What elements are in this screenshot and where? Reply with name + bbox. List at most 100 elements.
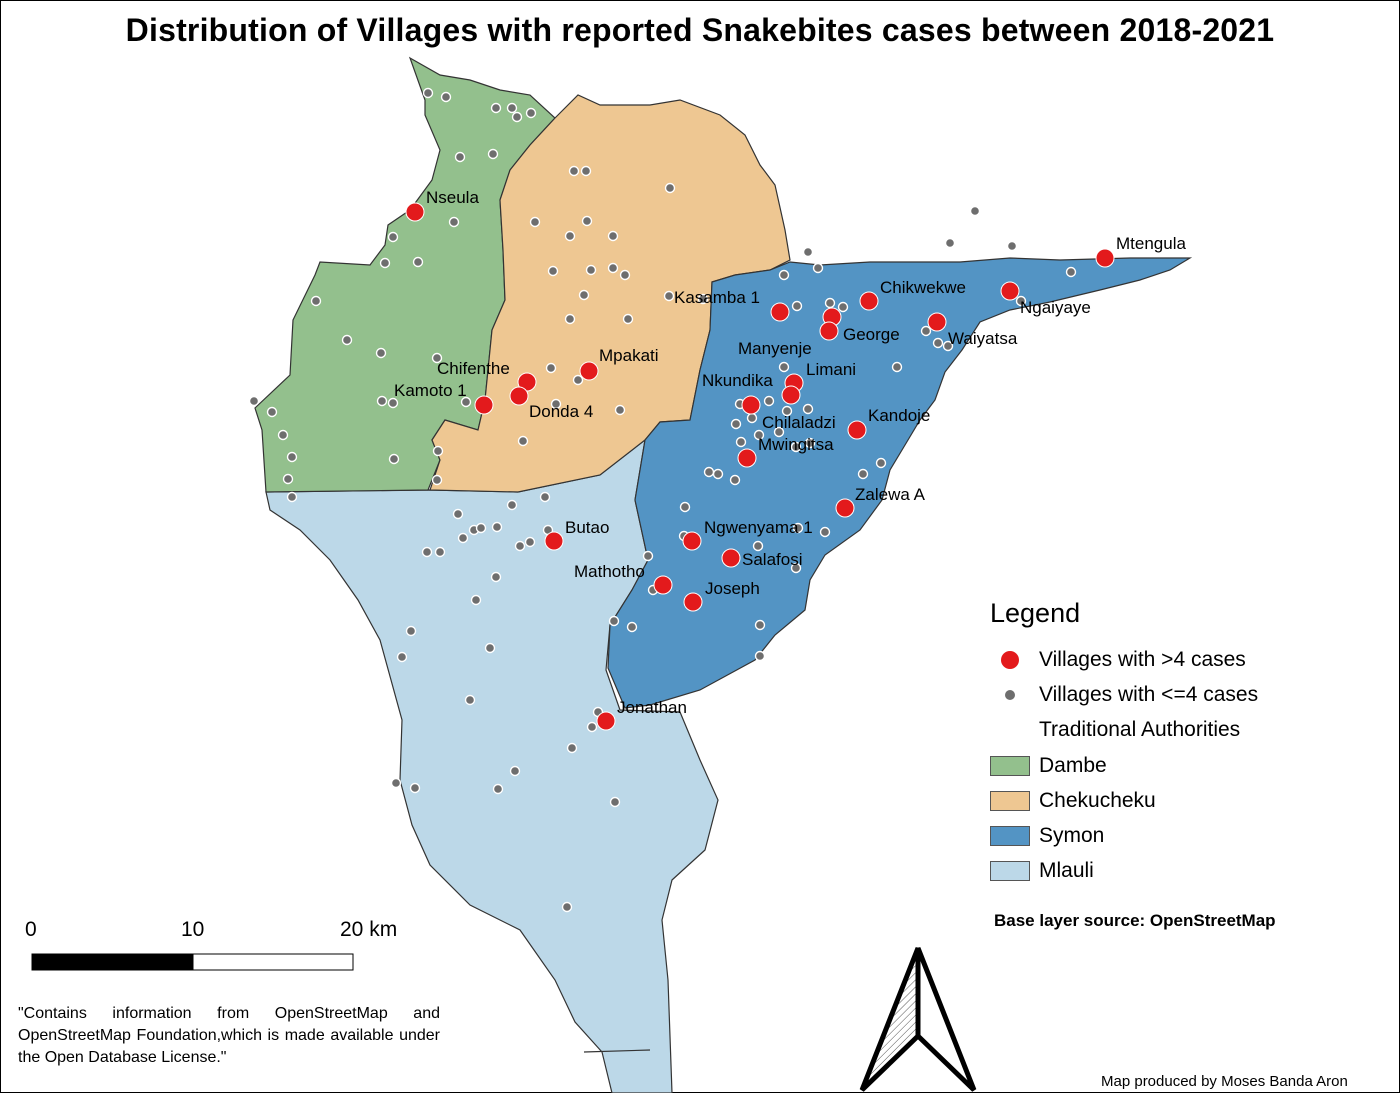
village-low-dot (452, 508, 464, 520)
village-low-dot (607, 230, 619, 242)
village-label: Donda 4 (529, 402, 593, 421)
village-high-dot (819, 321, 839, 341)
village-label: Butao (565, 518, 609, 537)
village-low-dot (310, 295, 322, 307)
village-label: Manyenje (738, 339, 812, 358)
village-low-dot (932, 337, 944, 349)
osm-attribution: "Contains information from OpenStreetMap… (18, 1005, 440, 1066)
mlauli-swatch (990, 861, 1030, 882)
village-low-dot (517, 435, 529, 447)
village-high-dot (509, 386, 529, 406)
village-low-dot (509, 765, 521, 777)
village-low-dot (752, 540, 764, 552)
village-high-dot (596, 711, 616, 731)
village-label: Mwingitsa (758, 435, 834, 454)
village-low-dot (607, 262, 619, 274)
village-low-dot (626, 621, 638, 633)
village-low-dot (387, 231, 399, 243)
village-low-dot (286, 451, 298, 463)
legend-item-high-cases: Villages with >4 cases (990, 642, 1320, 677)
village-low-dot (790, 562, 802, 574)
village-label: Mtengula (1116, 234, 1186, 253)
village-low-dot (622, 313, 634, 325)
village-low-dot (470, 594, 482, 606)
legend-label: Symon (1039, 824, 1105, 848)
village-low-dot (730, 418, 742, 430)
village-low-dot (564, 230, 576, 242)
village-low-dot (609, 796, 621, 808)
large-villages-layer (405, 202, 1115, 731)
map-title: Distribution of Villages with reported S… (125, 12, 1275, 48)
village-low-dot (390, 777, 402, 789)
legend-item-traditional-authorities: Traditional Authorities (990, 713, 1320, 748)
village-high-dot (653, 575, 673, 595)
symon-swatch (990, 826, 1030, 847)
village-low-dot (778, 361, 790, 373)
village-low-dot (857, 468, 869, 480)
legend-label: Dambe (1039, 753, 1107, 777)
legend-item-symon: Symon (990, 818, 1320, 853)
village-high-dot (770, 302, 790, 322)
village-label: Mathotho (574, 562, 645, 581)
village-low-dot (608, 615, 620, 627)
village-low-dot (457, 532, 469, 544)
village-label: George (843, 325, 900, 344)
scale-label-0: 0 (25, 918, 37, 941)
village-low-dot (819, 526, 831, 538)
village-label: Salafosi (742, 550, 802, 569)
village-low-dot (490, 102, 502, 114)
north-arrow-icon (859, 947, 977, 1092)
scale-label-10: 10 (181, 918, 205, 941)
village-low-dot (804, 437, 816, 449)
village-label: Waiyatsa (948, 329, 1018, 348)
village-low-dot (409, 782, 421, 794)
village-label: Limani (806, 360, 856, 379)
village-low-dot (891, 361, 903, 373)
village-low-dot (506, 499, 518, 511)
village-low-dot (405, 625, 417, 637)
village-high-dot (405, 202, 425, 222)
village-low-dot (619, 269, 631, 281)
village-low-dot (792, 522, 804, 534)
village-high-dot (682, 531, 702, 551)
village-low-dot (754, 619, 766, 631)
village-low-dot (1065, 266, 1077, 278)
village-low-dot (824, 297, 836, 309)
village-high-dot (579, 361, 599, 381)
village-low-dot (614, 404, 626, 416)
village-low-dot (837, 301, 849, 313)
village-low-dot (773, 426, 785, 438)
village-low-dot (697, 293, 709, 305)
village-low-dot (448, 216, 460, 228)
village-low-dot (781, 405, 793, 417)
village-high-dot (544, 531, 564, 551)
village-label: Chilaladzi (762, 413, 836, 432)
village-low-dot (432, 445, 444, 457)
village-low-dot (539, 491, 551, 503)
village-label: Kandoje (868, 406, 930, 425)
village-low-dot (487, 148, 499, 160)
village-low-dot (663, 290, 675, 302)
village-high-dot (1000, 281, 1020, 301)
scale-label-20: 20 km (340, 918, 398, 941)
village-low-dot (492, 783, 504, 795)
village-high-dot (737, 448, 757, 468)
grey-dot-icon (1005, 689, 1015, 700)
village-low-dot (1015, 295, 1027, 307)
village-low-dot (248, 395, 260, 407)
village-label: Chifenthe (437, 359, 510, 378)
village-low-dot (920, 325, 932, 337)
village-low-dot (440, 91, 452, 103)
legend-label: Mlauli (1039, 859, 1094, 883)
village-low-dot (754, 650, 766, 662)
village-low-dot (944, 237, 956, 249)
village-low-dot (431, 352, 443, 364)
village-high-dot (474, 395, 494, 415)
village-low-dot (679, 501, 691, 513)
legend-label: Chekucheku (1039, 788, 1156, 812)
region-symon (607, 257, 1193, 709)
legend-item-chekucheku: Chekucheku (990, 783, 1320, 818)
village-low-dot (375, 347, 387, 359)
red-dot-icon (1001, 650, 1019, 669)
village-low-dot (421, 546, 433, 558)
